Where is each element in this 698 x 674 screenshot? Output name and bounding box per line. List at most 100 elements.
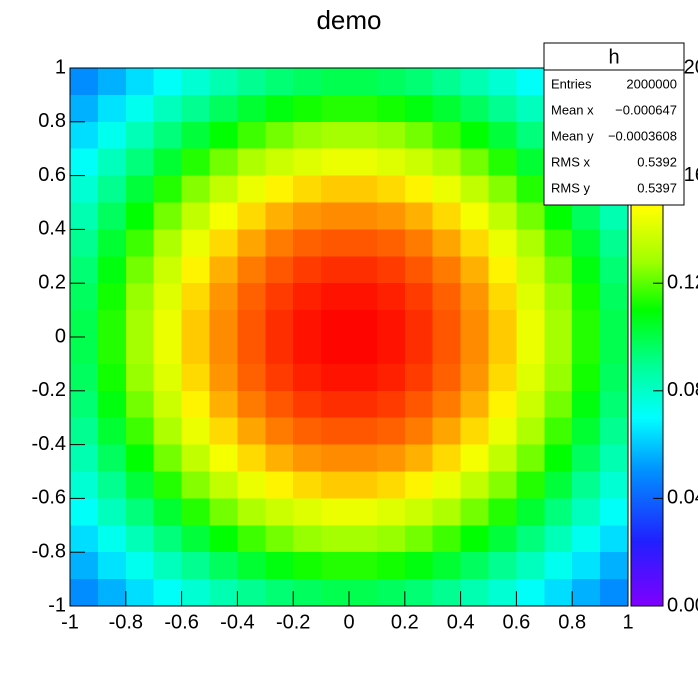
cell	[70, 390, 99, 419]
cell	[460, 363, 489, 392]
cell	[70, 552, 99, 580]
cell	[70, 310, 99, 338]
cell	[488, 337, 517, 365]
cell	[181, 390, 210, 419]
cell	[544, 202, 573, 230]
cell	[181, 256, 210, 284]
cell	[516, 363, 545, 392]
cell	[488, 417, 517, 446]
cell	[265, 202, 294, 230]
cell	[237, 175, 266, 203]
cell	[97, 390, 127, 419]
cell	[432, 310, 462, 338]
cell	[488, 390, 517, 419]
cell	[125, 417, 155, 446]
cell	[265, 94, 294, 123]
cell	[70, 471, 99, 499]
cell	[349, 94, 378, 123]
cell	[265, 310, 294, 338]
cell	[432, 552, 462, 580]
cell	[544, 310, 573, 338]
cell	[97, 417, 127, 446]
cell	[209, 444, 238, 472]
cell	[70, 68, 99, 96]
cell	[181, 498, 210, 526]
cell	[544, 256, 573, 284]
cell	[404, 471, 434, 499]
cell	[209, 283, 238, 311]
cell	[97, 94, 127, 123]
cell	[376, 229, 406, 257]
cell	[460, 498, 489, 526]
cell	[488, 175, 517, 203]
cell	[516, 579, 545, 607]
cell	[209, 175, 238, 203]
cell	[97, 175, 127, 203]
cell	[404, 256, 434, 284]
cell	[376, 417, 406, 446]
cell	[97, 310, 127, 338]
cell	[600, 444, 629, 472]
cell	[432, 175, 462, 203]
cell	[376, 121, 406, 150]
cell	[125, 310, 155, 338]
cell	[432, 283, 462, 311]
x-tick-label: -0.8	[109, 611, 143, 633]
cell	[376, 310, 406, 338]
x-tick-label: 0.6	[502, 611, 530, 633]
cell	[97, 471, 127, 499]
cell	[237, 229, 266, 257]
cell	[544, 471, 573, 499]
cell	[404, 337, 434, 365]
x-tick-label: 0.4	[447, 611, 475, 633]
cell	[125, 121, 155, 150]
cell	[265, 498, 294, 526]
stats-value: −0.0003608	[608, 128, 677, 143]
cell	[488, 121, 517, 150]
cell	[293, 498, 322, 526]
cell	[153, 444, 183, 472]
y-tick-label: 0	[55, 325, 66, 347]
cell	[349, 256, 378, 284]
cell	[181, 337, 210, 365]
cell	[516, 310, 545, 338]
cell	[600, 498, 629, 526]
cell	[321, 337, 350, 365]
cell	[572, 552, 601, 580]
cell	[293, 579, 322, 607]
cell	[488, 283, 517, 311]
cell	[321, 525, 350, 553]
cell	[572, 256, 601, 284]
cell	[97, 444, 127, 472]
stats-label: RMS y	[551, 180, 591, 195]
cell	[321, 471, 350, 499]
x-tick-label: -0.6	[164, 611, 198, 633]
cell	[97, 498, 127, 526]
cell	[237, 256, 266, 284]
cell	[349, 283, 378, 311]
y-tick-label: -0.4	[32, 433, 66, 455]
cell	[349, 471, 378, 499]
cell	[572, 229, 601, 257]
cell	[460, 175, 489, 203]
cell	[265, 68, 294, 96]
cell	[544, 498, 573, 526]
cell	[376, 525, 406, 553]
cell	[125, 68, 155, 96]
cell	[544, 417, 573, 446]
cell	[237, 471, 266, 499]
x-tick-label: -0.2	[276, 611, 310, 633]
cell	[572, 310, 601, 338]
cell	[293, 310, 322, 338]
y-tick-label: -1	[48, 594, 66, 616]
cell	[70, 337, 99, 365]
cell	[488, 498, 517, 526]
cell	[349, 552, 378, 580]
x-tick-label: -1	[61, 611, 79, 633]
cell	[516, 94, 545, 123]
cell	[460, 471, 489, 499]
cell	[97, 363, 127, 392]
cell	[265, 148, 294, 177]
cell	[153, 256, 183, 284]
cell	[153, 498, 183, 526]
